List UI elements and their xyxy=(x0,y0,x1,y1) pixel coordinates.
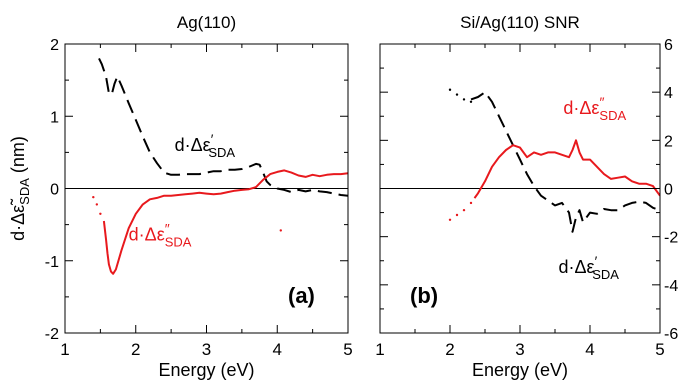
x-tick-label: 1 xyxy=(375,340,384,359)
series-group xyxy=(448,88,660,233)
panel-label: (a) xyxy=(288,283,315,308)
y-tick-label: -2 xyxy=(45,326,59,343)
x-tick-label: 2 xyxy=(131,340,140,359)
series-1-point xyxy=(462,98,466,101)
x-tick-label: 3 xyxy=(515,340,524,359)
series-0-line xyxy=(470,91,660,233)
curve-label-1: d·Δε″ SDA xyxy=(129,221,192,250)
series-2-point xyxy=(92,195,95,199)
series-2-line xyxy=(473,139,660,199)
y-tick-label: 0 xyxy=(50,182,59,199)
panel-title: Ag(110) xyxy=(177,13,236,32)
x-tick-label: 3 xyxy=(202,340,211,359)
series-3-point xyxy=(462,208,466,212)
y-tick-label: 2 xyxy=(50,37,59,54)
curve-label-0: d·Δε″ SDA xyxy=(563,94,626,123)
y-axis-label: d·Δε̃SDA (nm) xyxy=(8,136,32,241)
series-1-point xyxy=(455,93,459,96)
series-2-point xyxy=(95,203,99,206)
curve-label-0: d·Δε′ SDA xyxy=(175,131,236,160)
x-tick-label: 1 xyxy=(60,340,69,359)
panel-label: (b) xyxy=(410,283,438,308)
series-1-line xyxy=(102,169,348,275)
series-3-point xyxy=(448,218,452,222)
y-tick-label: 4 xyxy=(664,85,673,102)
x-axis-label: Energy (eV) xyxy=(472,360,568,380)
series-2-point xyxy=(99,212,102,215)
y-tick-label: -1 xyxy=(45,254,59,271)
curve-label-1: d·Δε′ SDA xyxy=(559,253,620,282)
y-tick-label: -4 xyxy=(664,278,678,295)
y-tick-label: 6 xyxy=(664,37,673,54)
x-tick-label: 4 xyxy=(585,340,594,359)
x-tick-label: 5 xyxy=(655,340,664,359)
panel-title: Si/Ag(110) SNR xyxy=(460,13,580,32)
y-tick-label: -2 xyxy=(664,230,678,247)
x-tick-label: 5 xyxy=(343,340,352,359)
y-tick-label: -6 xyxy=(664,326,678,343)
y-tick-label: 1 xyxy=(50,109,59,126)
panel-b: 1 2 3 4 5 6 4 2 0 -2 -4 -6 Si/Ag(110) SNR Energy (eV)… xyxy=(375,13,678,380)
series-3-point xyxy=(279,229,282,232)
x-axis-label: Energy (eV) xyxy=(158,360,254,380)
x-tick-label: 4 xyxy=(273,340,282,359)
series-3-point xyxy=(455,213,459,217)
y-tick-label: 2 xyxy=(664,133,673,150)
series-0-line xyxy=(98,57,348,197)
panel-a: 1 2 3 4 5 2 1 0 -1 -2 Ag(110) Energy (eV) d·Δε̃SDA (… xyxy=(8,13,353,380)
series-1-point xyxy=(469,100,473,104)
series-group xyxy=(92,57,348,275)
x-tick-label: 2 xyxy=(445,340,454,359)
y-tick-label: 0 xyxy=(664,182,673,199)
series-3-point xyxy=(469,201,473,205)
series-1-point xyxy=(448,88,452,91)
